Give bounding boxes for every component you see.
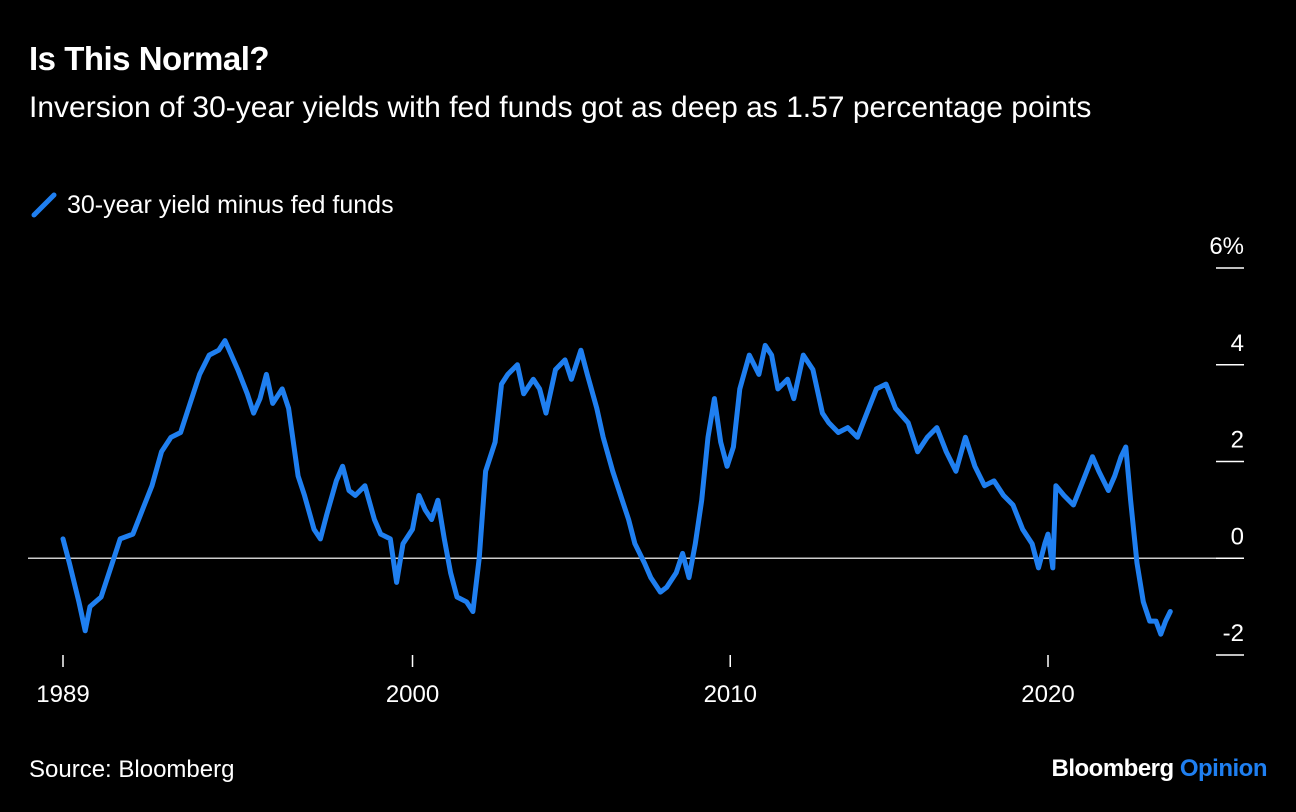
x-tick-label: 1989 [36,681,89,708]
y-tick-label: 0 [1231,523,1244,550]
y-tick-label: 4 [1231,330,1244,357]
chart-subtitle: Inversion of 30-year yields with fed fun… [29,91,1092,124]
y-tick-label: 2 [1231,427,1244,454]
legend-line-icon [31,192,57,218]
x-tick-label: 2020 [1021,681,1074,708]
y-tick-label: 6% [1209,233,1244,260]
source-note: Source: Bloomberg [29,756,235,783]
legend: 30-year yield minus fed funds [29,190,394,220]
series-line [60,338,1173,637]
brand-name: Bloomberg [1051,755,1175,782]
chart-title: Is This Normal? [29,40,270,77]
y-tick-label: -2 [1223,620,1244,647]
brand-accent: Opinion [1179,755,1268,782]
x-tick-label: 2010 [704,681,757,708]
x-tick-label: 2000 [386,681,439,708]
legend-label: 30-year yield minus fed funds [67,190,394,219]
brand-logo: Bloomberg Opinion [1052,755,1268,783]
